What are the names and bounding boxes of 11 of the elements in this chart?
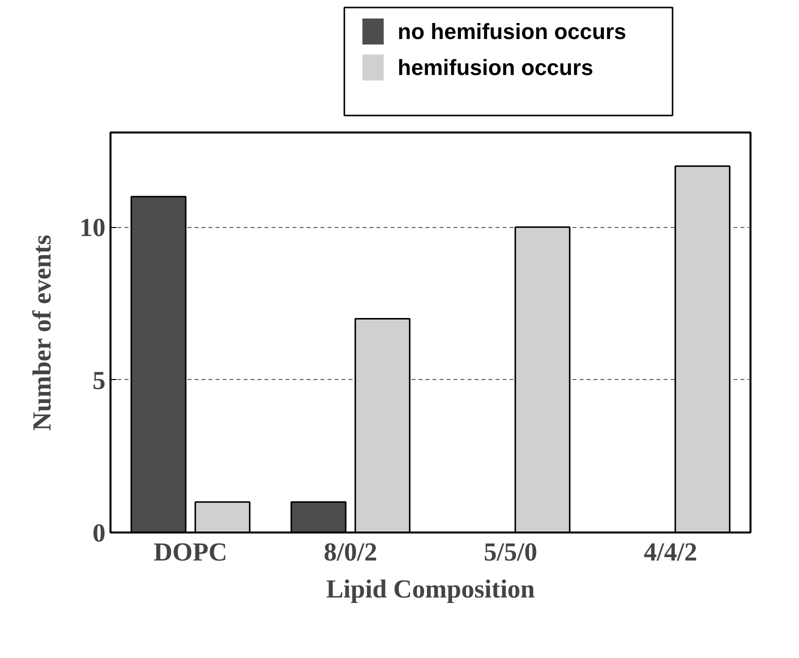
x-tick-label: DOPC: [154, 538, 228, 566]
y-tick-label: 10: [80, 213, 106, 242]
y-tick-label: 5: [92, 366, 106, 395]
legend-label: hemifusion occurs: [398, 55, 594, 80]
y-axis-title: Number of events: [28, 234, 56, 431]
y-tick-label: 0: [92, 518, 106, 548]
x-tick-label: 8/0/2: [324, 538, 378, 566]
x-tick-label: 5/5/0: [484, 538, 538, 566]
x-tick-label: 4/4/2: [644, 538, 698, 566]
x-axis-title: Lipid Composition: [326, 574, 536, 604]
legend-label: no hemifusion occurs: [398, 19, 626, 44]
